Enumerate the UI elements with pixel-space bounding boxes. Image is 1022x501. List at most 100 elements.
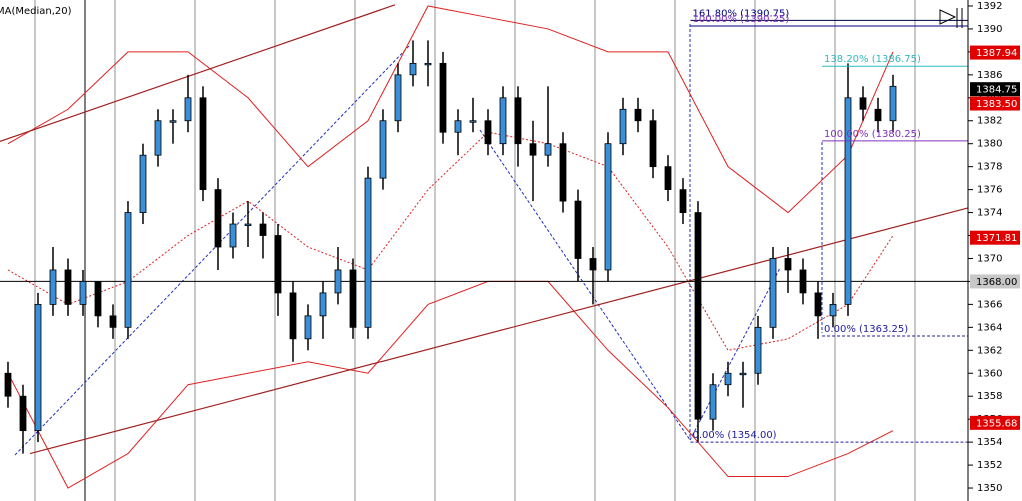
fib-label: 100.00% (1380.25) [824, 129, 921, 140]
candle-body [199, 97, 207, 191]
candle-body [664, 166, 672, 191]
candle-body [124, 212, 132, 328]
time-grid [34, 0, 916, 501]
candle-body [679, 189, 687, 213]
y-tick-label: 1374 [977, 208, 1002, 219]
y-tick-label: 1350 [977, 483, 1002, 494]
candle-body [154, 120, 162, 156]
candle-body [544, 143, 552, 156]
candle-body [244, 223, 252, 226]
candle-body [19, 395, 27, 432]
y-tick-label: 1382 [977, 116, 1002, 127]
price-tag [970, 415, 1020, 430]
trendline [29, 207, 969, 455]
price-tag [970, 274, 1020, 289]
candle-body [559, 143, 567, 202]
fib-label: 0.00% (1363.25) [824, 324, 908, 335]
candle-body [889, 85, 897, 122]
candle-body [79, 281, 87, 305]
candle-body [754, 326, 762, 374]
candle-body [634, 108, 642, 122]
price-tag-label: 1384.75 [976, 85, 1017, 96]
candle-body [514, 97, 522, 145]
candle-body [499, 97, 507, 145]
candle-body [859, 97, 867, 110]
candle-body [784, 258, 792, 271]
dashed-trend [14, 44, 411, 456]
candle-body [709, 384, 717, 420]
dashed-trend [479, 129, 691, 441]
candle-body [484, 120, 492, 145]
y-tick-label: 1364 [977, 322, 1002, 333]
y-tick-label: 1386 [977, 70, 1002, 81]
candle-body [379, 120, 387, 179]
candle-body [409, 62, 417, 76]
candle-body [649, 120, 657, 168]
candle-body [589, 258, 597, 271]
price-tag-label: 1355.68 [976, 418, 1017, 429]
candle-body [94, 281, 102, 317]
y-tick-label: 1378 [977, 162, 1002, 173]
price-tag [970, 45, 1020, 60]
drawing-annotations [14, 24, 823, 456]
candle-body [424, 62, 432, 66]
fib-label: 138.20% (1386.75) [824, 54, 921, 65]
candle-body [334, 269, 342, 294]
y-tick-label: 1354 [977, 437, 1002, 448]
band-upper [7, 5, 894, 214]
candle-body [109, 315, 117, 328]
candle-body [844, 97, 852, 305]
candle-body [229, 223, 237, 248]
y-tick-label: 1366 [977, 299, 1002, 310]
candle-body [349, 269, 357, 328]
y-tick-label: 1352 [977, 460, 1002, 471]
candle-body [274, 235, 282, 294]
price-tag-label: 1383.50 [976, 99, 1017, 110]
candle-body [304, 315, 312, 340]
candle-body [529, 143, 537, 156]
candle-body [139, 154, 147, 213]
band-lower [7, 280, 894, 489]
candle-body [829, 303, 837, 317]
y-tick-label: 1376 [977, 185, 1002, 196]
candle-body [64, 269, 72, 305]
y-tick-label: 1370 [977, 253, 1002, 264]
candle-body [34, 303, 42, 432]
candle-body [739, 372, 747, 376]
candle-body [874, 108, 882, 122]
fib-arrow [939, 8, 963, 28]
candle-body [364, 177, 372, 328]
candle-body [169, 120, 177, 123]
y-tick-label: 1390 [977, 24, 1002, 35]
y-tick-label: 1360 [977, 368, 1002, 379]
candle-body [799, 269, 807, 294]
price-tag-label: 1368.00 [976, 277, 1017, 288]
y-tick-label: 1358 [977, 391, 1002, 402]
candle-body [619, 108, 627, 145]
y-tick-label: 1380 [977, 139, 1002, 150]
fib-label: 161.80% (1390.75) [692, 8, 789, 19]
y-tick-label: 1362 [977, 345, 1002, 356]
price-tag [970, 96, 1020, 111]
candle-body [469, 120, 477, 123]
price-tag-label: 1387.94 [976, 48, 1017, 59]
candle-body [454, 120, 462, 133]
candle-body [214, 189, 222, 248]
indicator-label: MA(Median,20) [0, 6, 72, 17]
price-tag [970, 82, 1020, 97]
candle-body [259, 223, 267, 236]
trendline [0, 4, 396, 142]
dashed-trend [689, 267, 781, 441]
candle-body [724, 372, 732, 386]
candle-body [319, 292, 327, 317]
price-tag [970, 230, 1020, 245]
candle-body [604, 143, 612, 271]
price-tag-label: 1371.81 [976, 233, 1017, 244]
candle-body [814, 292, 822, 317]
candle-body [769, 258, 777, 328]
candle-body [4, 372, 12, 397]
candle-body [394, 74, 402, 122]
fib-label: 100.00% (1390.25) [692, 14, 789, 25]
candle-body [184, 97, 192, 122]
